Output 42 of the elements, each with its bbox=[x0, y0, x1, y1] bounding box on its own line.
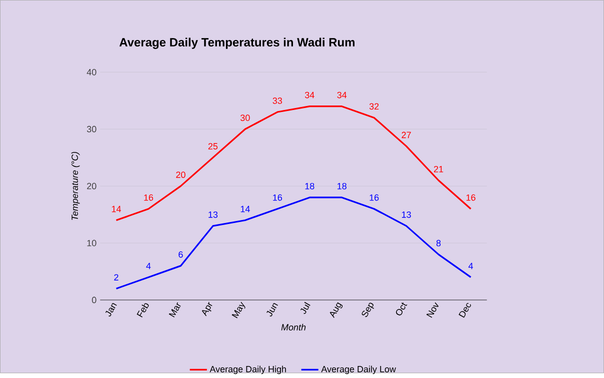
x-axis-title: Month bbox=[281, 324, 306, 331]
x-tick-label: Apr bbox=[202, 302, 212, 316]
y-tick-label: 10 bbox=[87, 240, 96, 246]
y-tick-label: 20 bbox=[87, 183, 96, 190]
data-label: 25 bbox=[208, 143, 218, 150]
data-label: 30 bbox=[240, 114, 250, 122]
x-tick-label: Jan bbox=[105, 303, 117, 317]
data-label: 16 bbox=[144, 194, 154, 201]
chart-title: Average Daily Temperatures in Wadi Rum bbox=[119, 38, 355, 50]
data-label: 6 bbox=[178, 251, 183, 258]
x-tick-label: Jul bbox=[300, 302, 310, 314]
data-label: 14 bbox=[240, 206, 250, 212]
legend-label: Average Daily Low bbox=[321, 366, 396, 374]
data-label: 16 bbox=[273, 194, 282, 201]
x-tick-label: Dec bbox=[458, 303, 471, 318]
data-label: 4 bbox=[468, 263, 473, 270]
data-label: 8 bbox=[436, 240, 441, 246]
data-label: 18 bbox=[338, 183, 346, 190]
data-label: 13 bbox=[208, 212, 218, 218]
x-tick-label: Oct bbox=[396, 302, 408, 316]
data-label: 18 bbox=[305, 183, 314, 190]
data-label: 4 bbox=[146, 263, 151, 270]
data-label: 21 bbox=[434, 166, 444, 172]
x-tick-label: Jun bbox=[266, 303, 278, 317]
data-label: 14 bbox=[112, 206, 121, 212]
data-label: 13 bbox=[402, 212, 411, 218]
data-label: 16 bbox=[466, 194, 476, 201]
data-label: 33 bbox=[272, 98, 282, 104]
legend-label: Average Daily High bbox=[210, 366, 286, 374]
y-axis-title: Temperature (°C) bbox=[71, 152, 80, 220]
x-tick-label: Sep bbox=[362, 302, 374, 318]
y-tick-label: 40 bbox=[86, 69, 96, 76]
data-label: 34 bbox=[337, 92, 347, 98]
y-tick-label: 30 bbox=[86, 126, 96, 132]
data-label: 27 bbox=[402, 132, 411, 138]
data-label: 34 bbox=[304, 92, 314, 98]
x-tick-label: Feb bbox=[136, 303, 149, 318]
data-label: 20 bbox=[176, 172, 186, 178]
data-label: 32 bbox=[369, 103, 379, 110]
y-tick-label: 0 bbox=[92, 296, 96, 304]
data-label: 16 bbox=[370, 194, 379, 201]
data-label: 2 bbox=[114, 274, 118, 281]
